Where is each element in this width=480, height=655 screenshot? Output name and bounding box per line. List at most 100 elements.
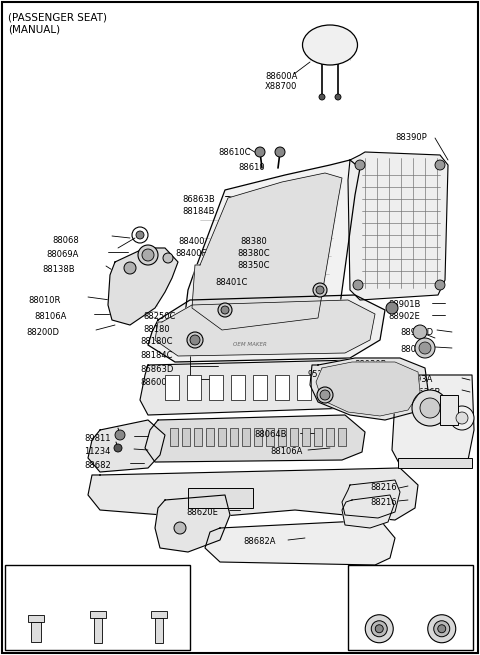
Circle shape — [142, 249, 154, 261]
Bar — [314, 428, 322, 446]
Text: 1243DB: 1243DB — [139, 579, 179, 588]
Text: 88901B: 88901B — [388, 300, 420, 309]
Circle shape — [275, 147, 285, 157]
Circle shape — [115, 430, 125, 440]
Text: 88068: 88068 — [52, 236, 79, 245]
Polygon shape — [88, 468, 418, 520]
Text: 95200: 95200 — [307, 370, 333, 379]
Circle shape — [320, 390, 330, 400]
Text: 81526B: 81526B — [408, 388, 440, 397]
Circle shape — [420, 398, 440, 418]
Text: 88064B: 88064B — [254, 430, 287, 439]
Text: 86863D: 86863D — [140, 365, 173, 374]
Circle shape — [415, 338, 435, 358]
Circle shape — [218, 303, 232, 317]
Text: 1339CC: 1339CC — [360, 579, 398, 588]
Polygon shape — [185, 160, 360, 340]
Bar — [341, 375, 355, 400]
Circle shape — [335, 94, 341, 100]
Bar — [187, 375, 201, 400]
Circle shape — [438, 625, 446, 633]
Text: 88350C: 88350C — [237, 261, 269, 270]
Bar — [254, 428, 262, 446]
Text: 88184B: 88184B — [182, 207, 215, 216]
Circle shape — [435, 160, 445, 170]
Polygon shape — [108, 248, 178, 325]
Circle shape — [255, 147, 265, 157]
Text: 88400: 88400 — [178, 237, 204, 246]
Bar — [188, 488, 253, 508]
Bar — [151, 610, 167, 618]
Circle shape — [317, 387, 333, 403]
Text: 1339CD: 1339CD — [422, 579, 461, 588]
Text: 88106A: 88106A — [270, 447, 302, 456]
Text: (PASSENGER SEAT): (PASSENGER SEAT) — [8, 12, 107, 22]
Polygon shape — [342, 480, 400, 518]
Bar — [231, 375, 245, 400]
Circle shape — [371, 621, 387, 637]
Polygon shape — [88, 420, 165, 472]
Bar — [170, 428, 178, 446]
Ellipse shape — [302, 25, 358, 65]
Bar — [165, 375, 179, 400]
Bar — [194, 428, 202, 446]
Text: 88930D: 88930D — [400, 328, 433, 337]
Circle shape — [316, 286, 324, 294]
Bar — [242, 428, 250, 446]
Circle shape — [375, 625, 383, 633]
Bar — [182, 428, 190, 446]
Circle shape — [190, 335, 200, 345]
Bar — [440, 395, 458, 425]
Circle shape — [174, 522, 186, 534]
Bar — [266, 428, 274, 446]
Text: 88069A: 88069A — [46, 250, 78, 259]
Circle shape — [319, 94, 325, 100]
Polygon shape — [342, 495, 394, 528]
Circle shape — [434, 621, 450, 637]
Bar — [319, 375, 333, 400]
Polygon shape — [145, 415, 365, 462]
Text: 88390P: 88390P — [395, 133, 427, 142]
Text: 1220AA: 1220AA — [78, 579, 117, 588]
Polygon shape — [205, 520, 395, 565]
Circle shape — [353, 280, 363, 290]
Text: 88010R: 88010R — [28, 296, 60, 305]
Text: 88600A
X88700: 88600A X88700 — [265, 72, 298, 92]
Text: 88600G: 88600G — [140, 378, 173, 387]
Circle shape — [386, 302, 398, 314]
Circle shape — [124, 262, 136, 274]
Circle shape — [450, 406, 474, 430]
Text: 88200D: 88200D — [26, 328, 59, 337]
Bar — [5, 565, 190, 650]
Bar — [89, 610, 106, 618]
Circle shape — [163, 253, 173, 263]
Bar — [94, 618, 101, 643]
Circle shape — [313, 283, 327, 297]
Text: 88106A: 88106A — [34, 312, 66, 321]
Text: 88216: 88216 — [370, 483, 396, 492]
Text: 86863B: 86863B — [182, 195, 215, 204]
Text: 88184C: 88184C — [140, 351, 172, 360]
Polygon shape — [155, 300, 375, 356]
Bar — [338, 428, 346, 446]
Text: 88010C: 88010C — [400, 345, 432, 354]
Text: 88610: 88610 — [238, 163, 264, 172]
Bar — [253, 375, 267, 400]
Text: 89811: 89811 — [84, 434, 110, 443]
Text: 88193A: 88193A — [400, 375, 432, 384]
Text: 88682: 88682 — [84, 461, 111, 470]
Text: 88401C: 88401C — [215, 278, 247, 287]
Text: 88180C: 88180C — [140, 337, 172, 346]
Text: 88682A: 88682A — [243, 537, 276, 546]
Text: 88400F: 88400F — [175, 249, 206, 258]
Bar — [218, 428, 226, 446]
Bar — [155, 618, 163, 643]
Bar — [275, 375, 289, 400]
Text: 88030R: 88030R — [354, 360, 386, 369]
Text: 88216: 88216 — [370, 498, 396, 507]
Bar — [31, 622, 41, 642]
Text: OEM MAKER: OEM MAKER — [233, 343, 267, 348]
Circle shape — [136, 231, 144, 239]
Circle shape — [187, 332, 203, 348]
Text: 88620E: 88620E — [186, 508, 218, 517]
